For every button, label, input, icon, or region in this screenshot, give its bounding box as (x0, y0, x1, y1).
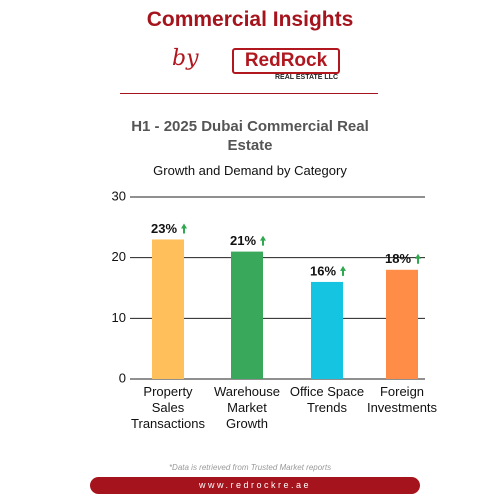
chart-subtitle: Growth and Demand by Category (153, 163, 347, 178)
value-label: 16% (310, 263, 336, 278)
by-text: by (172, 46, 199, 71)
divider (120, 93, 378, 94)
x-tick-label: Office Space Trends (289, 384, 365, 415)
x-tick-label: Property Sales Transactions (131, 384, 205, 431)
bar (231, 251, 263, 379)
bar (386, 269, 418, 379)
up-arrow (260, 235, 266, 246)
x-tick-label: Foreign Investments (366, 384, 438, 415)
y-tick-label: 0 (119, 370, 126, 385)
page-title: Commercial Insights (146, 8, 354, 31)
value-label: 18% (385, 251, 411, 266)
bar (152, 239, 184, 379)
footnote: *Data is retrieved from Trusted Market r… (168, 463, 332, 472)
y-tick-label: 30 (112, 188, 126, 203)
up-arrow (340, 265, 346, 276)
value-label: 21% (230, 233, 256, 248)
x-tick-label: Warehouse Market Growth (214, 384, 280, 431)
logo: RedRock (232, 48, 340, 74)
y-tick-label: 10 (112, 310, 126, 325)
chart-title: H1 - 2025 Dubai Commercial Real Estate (131, 118, 369, 154)
value-label: 23% (151, 221, 177, 236)
up-arrow (415, 253, 421, 264)
url-bar: www.redrockre.ae (90, 477, 420, 494)
bar (311, 281, 343, 379)
y-tick-label: 20 (112, 249, 126, 264)
up-arrow (181, 223, 187, 234)
logo-sub: REAL ESTATE LLC (275, 74, 338, 81)
